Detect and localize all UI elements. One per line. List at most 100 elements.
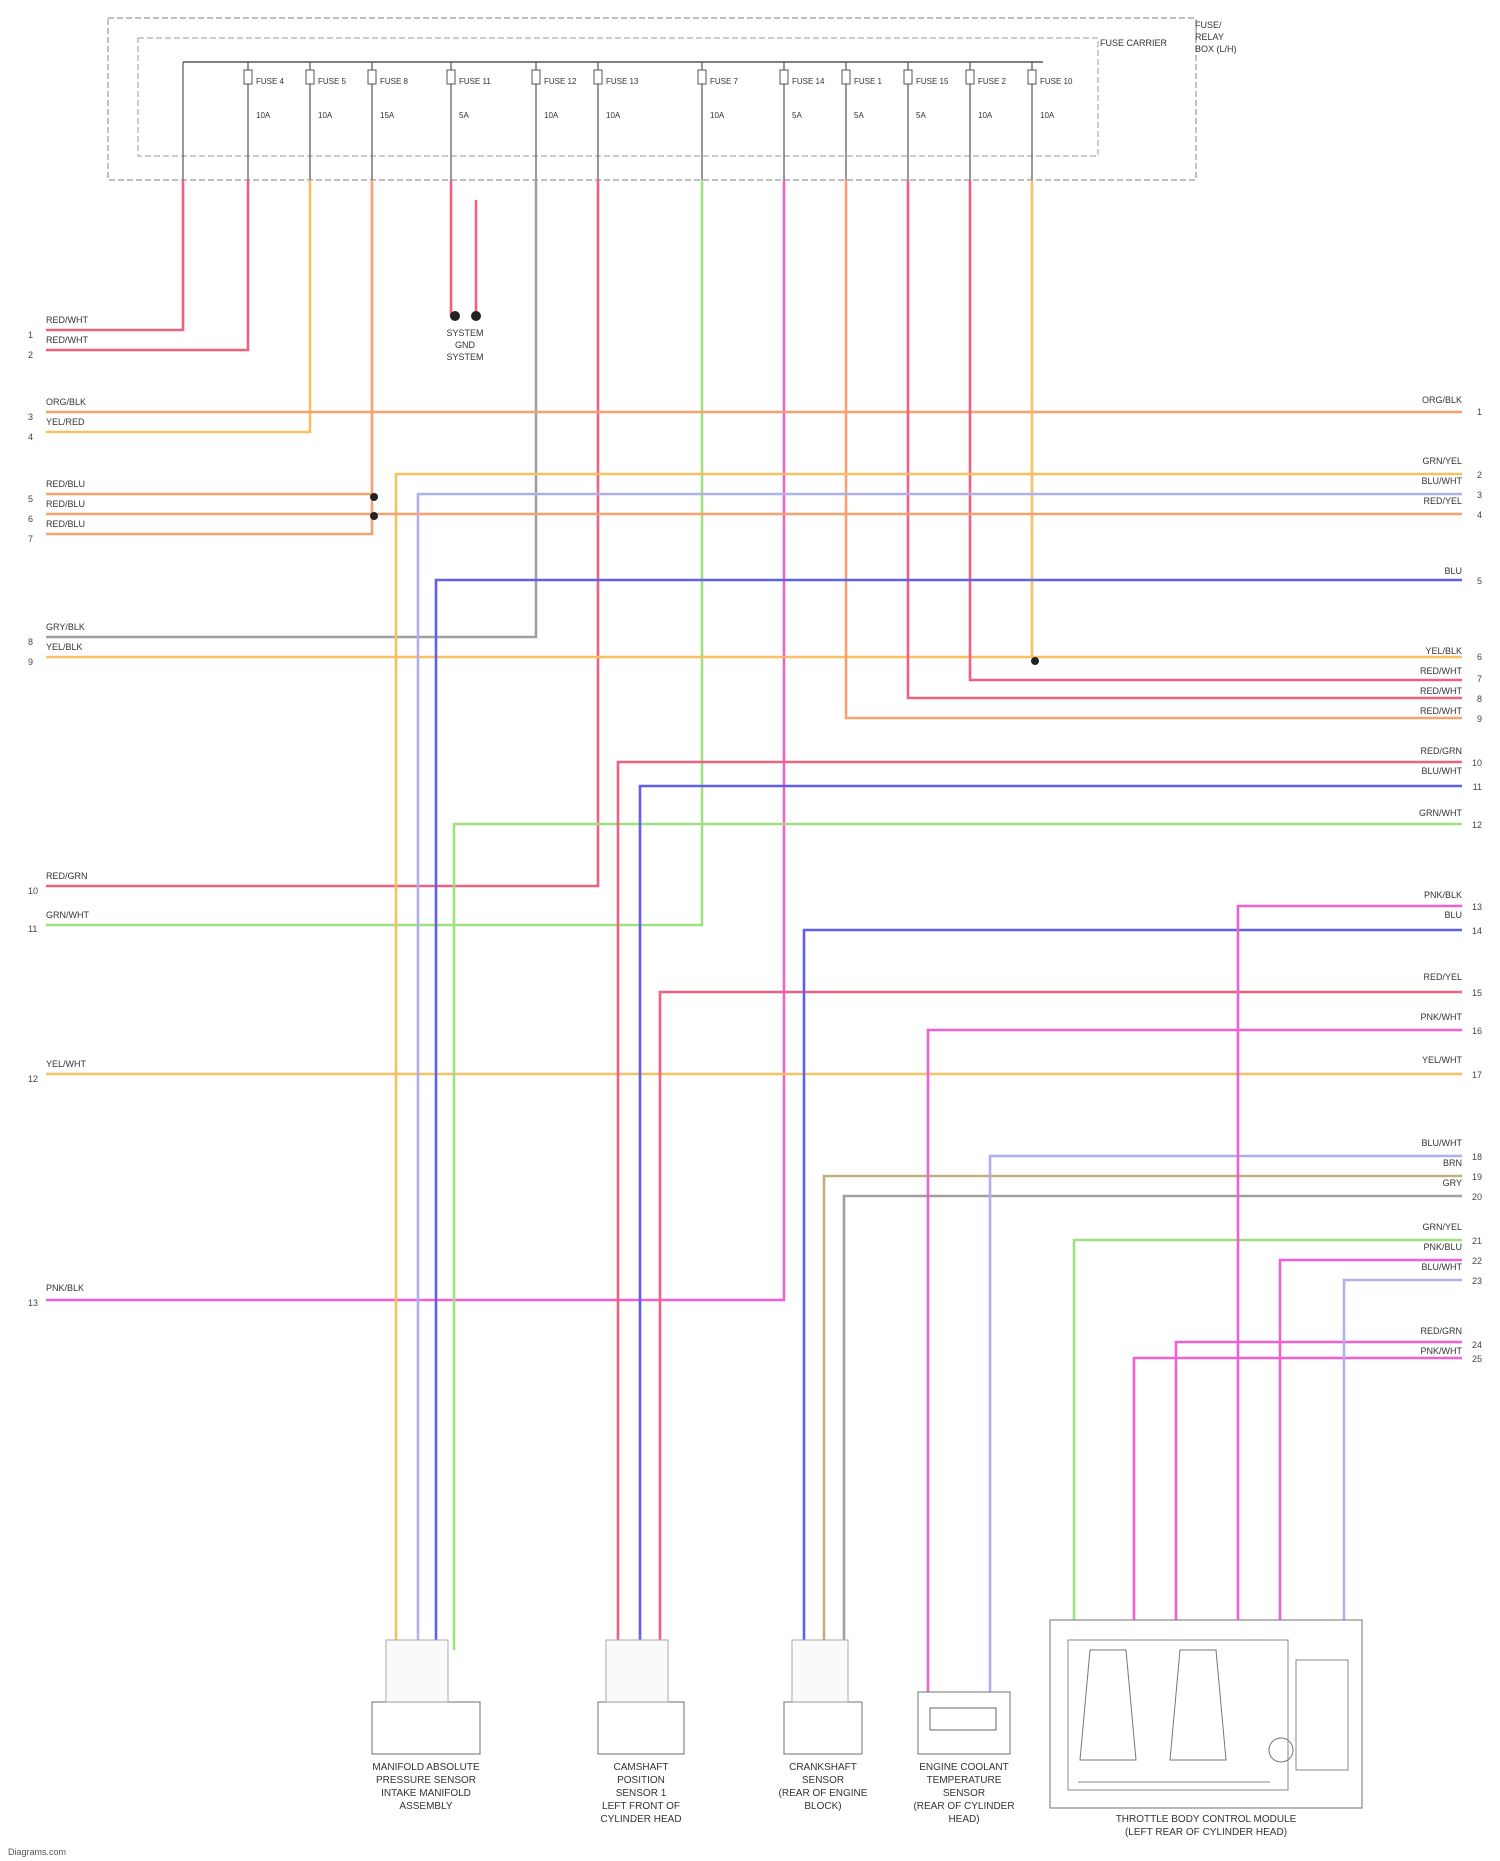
- junction-dot: [370, 512, 378, 520]
- fuse-symbol: [965, 69, 975, 85]
- tps-1-symbol: [1079, 1649, 1137, 1761]
- ground-terminal-2: [471, 311, 481, 321]
- right-pin-number: 12: [1472, 820, 1482, 830]
- right-pin-number: 10: [1472, 758, 1482, 768]
- wire-label: BLU/WHT: [1422, 476, 1463, 486]
- left-pin-number: 13: [28, 1298, 38, 1308]
- component-ect-sensor: ENGINE COOLANT TEMPERATURE SENSOR (REAR …: [913, 1691, 1015, 1825]
- component-cmp-sensor: CAMSHAFT POSITION SENSOR 1 LEFT FRONT OF…: [597, 1639, 685, 1825]
- component-label: (REAR OF ENGINE: [779, 1788, 868, 1799]
- thermistor-symbol: [929, 1707, 997, 1731]
- right-pin-number: 24: [1472, 1340, 1482, 1350]
- map-sensor-body: [371, 1701, 481, 1755]
- wire-label: GRN/YEL: [1422, 1222, 1462, 1232]
- cmp-sensor-body: [597, 1701, 685, 1755]
- left-pin-number: 12: [28, 1074, 38, 1084]
- component-label: POSITION: [617, 1775, 665, 1786]
- left-pin-number: 7: [28, 534, 33, 544]
- wire-label: BLU/WHT: [1422, 1138, 1463, 1148]
- wire: [638, 784, 1462, 1650]
- left-pin-number: 1: [28, 330, 33, 340]
- wire-label: RED/YEL: [1423, 496, 1462, 506]
- wire: [46, 180, 374, 536]
- ckp-sensor-connector: [791, 1639, 849, 1703]
- ground-label-3: SYSTEM: [446, 352, 483, 362]
- wire-label: RED/WHT: [1420, 706, 1462, 716]
- left-pin-number: 8: [28, 637, 33, 647]
- wire-label: BLU/WHT: [1422, 766, 1463, 776]
- cmp-sensor-connector: [605, 1639, 669, 1703]
- fuse-rating: 5A: [459, 111, 469, 120]
- wire-label: PNK/BLK: [46, 1283, 84, 1293]
- ground-terminal-1: [450, 311, 460, 321]
- ground-label-1: SYSTEM: [446, 328, 483, 338]
- wire-label: PNK/BLU: [1423, 1242, 1462, 1252]
- right-pin-number: 1: [1477, 407, 1482, 417]
- fuse-rating: 10A: [318, 111, 333, 120]
- right-wire-labels: ORG/BLK GRN/YEL BLU/WHT RED/YEL BLU YEL/…: [1419, 395, 1463, 1356]
- component-label: TEMPERATURE: [927, 1775, 1002, 1786]
- fuse-name: FUSE 8: [380, 77, 409, 86]
- wire-label: ORG/BLK: [46, 397, 86, 407]
- wire-label: PNK/BLK: [1424, 890, 1462, 900]
- fuse-name: FUSE 14: [792, 77, 825, 86]
- right-pin-number: 17: [1472, 1070, 1482, 1080]
- fuse-symbol: [1027, 69, 1037, 85]
- wire-label: RED/GRN: [1420, 746, 1462, 756]
- right-pin-number: 16: [1472, 1026, 1482, 1036]
- left-pin-number: 3: [28, 412, 33, 422]
- component-label: BLOCK): [804, 1801, 841, 1812]
- footer-credit: Diagrams.com: [8, 1847, 67, 1857]
- fuse-symbol: [779, 69, 789, 85]
- wire: [1132, 1356, 1462, 1640]
- right-pin-number: 9: [1477, 714, 1482, 724]
- fuse-name: FUSE 15: [916, 77, 949, 86]
- right-pin-number: 25: [1472, 1354, 1482, 1364]
- system-ground: SYSTEM GND SYSTEM: [446, 311, 484, 362]
- right-pin-number: 23: [1472, 1276, 1482, 1286]
- wire: [452, 822, 1462, 1650]
- right-connector-pins: 1234567891011121314151617181920212223242…: [1472, 407, 1482, 1364]
- fuse-name: FUSE 4: [256, 77, 285, 86]
- fuse-box-title-1: FUSE/: [1195, 20, 1222, 30]
- ect-sensor-body: [917, 1691, 1011, 1755]
- fuse-rating: 10A: [1040, 111, 1055, 120]
- wire-label: PNK/WHT: [1421, 1346, 1463, 1356]
- wire-label: RED/YEL: [1423, 972, 1462, 982]
- wire-label: GRY: [1443, 1178, 1462, 1188]
- component-label: ASSEMBLY: [399, 1801, 452, 1812]
- wire: [802, 928, 1462, 1690]
- wire: [844, 180, 1462, 720]
- fuse-symbol: [446, 69, 456, 85]
- right-pin-number: 18: [1472, 1152, 1482, 1162]
- throttle-body-outline: [1049, 1619, 1363, 1809]
- wire-label: RED/BLU: [46, 479, 85, 489]
- fuse-name: FUSE 11: [459, 77, 491, 86]
- wire-label: RED/WHT: [46, 335, 88, 345]
- component-label: LEFT FRONT OF: [602, 1801, 680, 1812]
- left-pin-number: 10: [28, 886, 38, 896]
- fuse-name: FUSE 2: [978, 77, 1007, 86]
- fuse-symbol: [593, 69, 603, 85]
- wire: [416, 492, 1462, 1650]
- wire: [658, 990, 1462, 1650]
- wire-group: [46, 180, 1462, 1700]
- throttle-motor-box: [1295, 1659, 1349, 1771]
- ground-label-2: GND: [455, 340, 476, 350]
- wire-label: BLU/WHT: [1422, 1262, 1463, 1272]
- fuse-symbol: [531, 69, 541, 85]
- wire: [46, 180, 704, 927]
- fuse-carrier-inner: [137, 37, 1099, 157]
- right-pin-number: 14: [1472, 926, 1482, 936]
- right-pin-number: 15: [1472, 988, 1482, 998]
- fuse-group: FUSE 4 10A FUSE 5 10A FUSE 8 15A FUSE 11 5A FUSE…: [243, 62, 1073, 180]
- fuse-name: FUSE 12: [544, 77, 577, 86]
- wire: [1236, 904, 1462, 1640]
- wire-label: PNK/WHT: [1421, 1012, 1463, 1022]
- component-label: SENSOR 1: [616, 1788, 667, 1799]
- component-label: CRANKSHAFT: [789, 1762, 857, 1773]
- component-label: ENGINE COOLANT: [919, 1762, 1008, 1773]
- right-pin-number: 6: [1477, 652, 1482, 662]
